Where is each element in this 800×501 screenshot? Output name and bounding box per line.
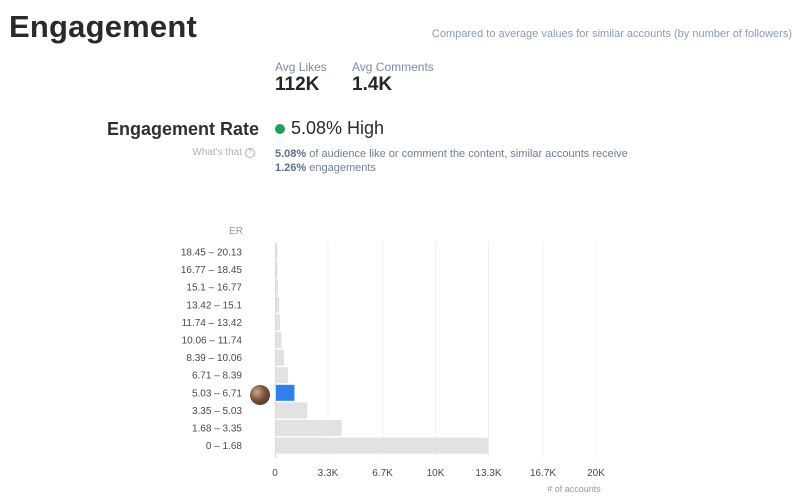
status-dot-icon — [275, 123, 285, 134]
engagement-rate-value: 5.08% High — [291, 118, 385, 138]
x-tick-label: 16.7K — [530, 468, 556, 479]
whats-that-label: What's that — [192, 147, 242, 158]
engagement-rate-label: Engagement Rate — [106, 119, 259, 139]
avg-comments-stat: Avg Comments 1.4K — [352, 60, 434, 96]
bar — [276, 367, 289, 384]
er-desc-text-2: engagements — [306, 162, 376, 174]
bar — [276, 349, 285, 366]
category-label: 18.45 – 20.13 — [181, 248, 243, 259]
x-tick-label: 6.7K — [372, 468, 393, 479]
avg-likes-label: Avg Likes — [275, 60, 327, 74]
category-label: 1.68 – 3.35 — [192, 424, 242, 435]
bar — [276, 244, 278, 260]
question-icon: ? — [245, 147, 255, 158]
er-desc-text-1: of audience like or comment the content,… — [306, 148, 628, 160]
y-axis-label: ER — [229, 226, 243, 237]
category-label: 13.42 – 15.1 — [186, 300, 242, 311]
bar — [276, 437, 488, 454]
category-label: 10.06 – 11.74 — [182, 336, 243, 347]
category-label: 0 – 1.68 — [206, 441, 243, 452]
category-label: 8.39 – 10.06 — [186, 353, 242, 364]
comparison-note: Compared to average values for similar a… — [431, 28, 792, 40]
category-label: 3.35 – 5.03 — [192, 406, 242, 417]
x-tick-label: 3.3K — [318, 468, 339, 479]
bar — [276, 296, 280, 313]
x-tick-label: 13.3K — [475, 468, 501, 479]
whats-that-link[interactable]: What's that ? — [192, 147, 255, 158]
bar — [276, 279, 278, 296]
avg-comments-value: 1.4K — [352, 74, 393, 95]
category-label: 6.71 – 8.39 — [192, 371, 242, 382]
engagement-rate-description: 5.08% of audience like or comment the co… — [275, 147, 675, 175]
page-title: Engagement — [9, 9, 198, 44]
x-tick-label: 20K — [587, 468, 605, 479]
x-tick-label: 10K — [427, 468, 445, 479]
category-label: 5.03 – 6.71 — [192, 388, 242, 399]
er-desc-strong-1: 5.08% — [275, 148, 307, 160]
avg-likes-stat: Avg Likes 112K — [275, 60, 327, 96]
bar — [276, 420, 342, 436]
x-tick-label: 0 — [272, 468, 278, 479]
er-desc-strong-2: 1.26% — [275, 162, 307, 174]
engagement-rate-value-row: 5.08% High — [275, 118, 384, 139]
bar — [276, 402, 308, 419]
account-avatar — [250, 385, 270, 405]
highlighted-bar — [276, 384, 295, 401]
avg-comments-label: Avg Comments — [352, 60, 434, 74]
category-label: 16.77 – 18.45 — [181, 265, 243, 276]
bar — [276, 261, 278, 278]
category-label: 15.1 – 16.77 — [186, 283, 242, 294]
x-axis-label: # of accounts — [547, 484, 601, 494]
category-label: 11.74 – 13.42 — [182, 318, 243, 329]
bar — [276, 332, 282, 348]
bar — [276, 314, 281, 331]
avg-likes-value: 112K — [275, 74, 320, 95]
